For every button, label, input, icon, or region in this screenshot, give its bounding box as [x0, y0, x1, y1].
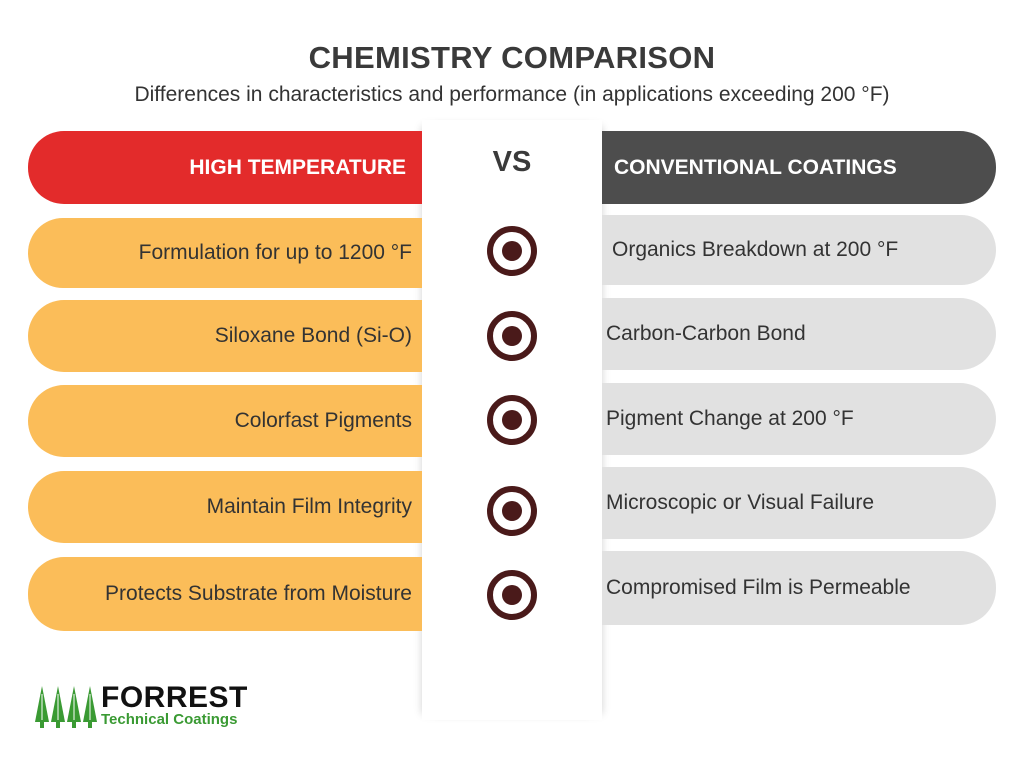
conventional-row-4: Microscopic or Visual Failure	[602, 467, 996, 539]
conventional-coatings-header: CONVENTIONAL COATINGS	[602, 131, 996, 204]
conventional-row-3: Pigment Change at 200 °F	[602, 383, 996, 455]
high-temp-row-label: Siloxane Bond (Si-O)	[214, 324, 412, 347]
conventional-row-label: Organics Breakdown at 200 °F	[612, 238, 899, 261]
conventional-row-1: Organics Breakdown at 200 °F	[602, 215, 996, 285]
high-temp-row-label: Colorfast Pigments	[234, 409, 412, 432]
high-temp-row-3: Colorfast Pigments	[28, 385, 422, 457]
target-icon	[487, 395, 537, 445]
high-temperature-header: HIGH TEMPERATURE	[28, 131, 422, 204]
page-title: CHEMISTRY COMPARISON	[308, 40, 716, 75]
high-temp-row-5: Protects Substrate from Moisture	[28, 557, 422, 631]
target-icon	[487, 311, 537, 361]
conventional-row-label: Carbon-Carbon Bond	[606, 322, 806, 345]
conventional-coatings-header-label: CONVENTIONAL COATINGS	[614, 155, 897, 179]
conventional-row-label: Microscopic or Visual Failure	[606, 491, 875, 514]
conventional-row-label: Compromised Film is Permeable	[606, 576, 911, 599]
target-icon	[487, 486, 537, 536]
high-temp-row-1: Formulation for up to 1200 °F	[28, 218, 422, 288]
logo-tagline: Technical Coatings	[101, 711, 238, 728]
conventional-row-2: Carbon-Carbon Bond	[602, 298, 996, 370]
tree-icon	[35, 686, 97, 728]
high-temp-row-label: Formulation for up to 1200 °F	[138, 241, 412, 264]
high-temp-row-label: Maintain Film Integrity	[206, 495, 412, 518]
logo-name: FORREST	[101, 681, 248, 714]
target-icon	[487, 226, 537, 276]
vs-label: VS	[492, 146, 532, 178]
page-subtitle: Differences in characteristics and perfo…	[134, 83, 890, 106]
high-temp-row-label: Protects Substrate from Moisture	[105, 582, 412, 605]
conventional-row-label: Pigment Change at 200 °F	[606, 407, 854, 430]
high-temp-row-4: Maintain Film Integrity	[28, 471, 422, 543]
high-temperature-header-label: HIGH TEMPERATURE	[189, 155, 406, 179]
target-icon	[487, 570, 537, 620]
high-temp-row-2: Siloxane Bond (Si-O)	[28, 300, 422, 372]
conventional-row-5: Compromised Film is Permeable	[602, 551, 996, 625]
